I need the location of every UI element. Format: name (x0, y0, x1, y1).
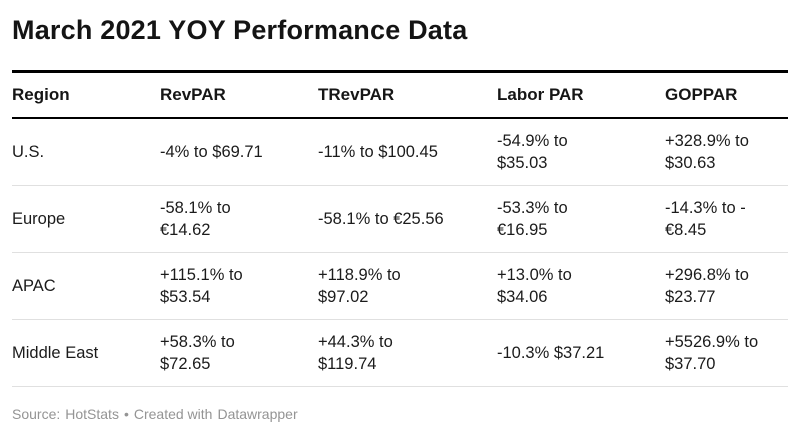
page-title: March 2021 YOY Performance Data (12, 15, 468, 45)
created-with-label: Created with (133, 406, 213, 422)
labor-par-cell: -10.3% $37.21 (497, 319, 665, 387)
table-row-apac: APAC +115.1% to $53.54 +118.9% to $97.02… (12, 252, 788, 320)
labor-par-cell: -53.3% to €16.95 (497, 185, 665, 253)
datawrapper-link[interactable]: Datawrapper (217, 406, 298, 422)
datawrapper-table-widget: March 2021 YOY Performance Data Region R… (12, 15, 788, 423)
source-label: Source: (12, 406, 61, 422)
table-header: Region RevPAR TRevPAR Labor PAR GOPPAR (12, 71, 788, 119)
region-cell: APAC (12, 252, 160, 320)
revpar-cell: -4% to $69.71 (160, 118, 318, 186)
trevpar-cell: -58.1% to €25.56 (318, 185, 497, 253)
source-link[interactable]: HotStats (65, 406, 119, 422)
column-header-trevpar: TRevPAR (318, 71, 497, 119)
goppar-cell: +5526.9% to $37.70 (665, 319, 788, 387)
revpar-cell: +58.3% to $72.65 (160, 319, 318, 387)
trevpar-cell: -11% to $100.45 (318, 118, 497, 186)
trevpar-cell: +44.3% to $119.74 (318, 319, 497, 387)
goppar-cell: +328.9% to $30.63 (665, 118, 788, 186)
region-cell: Europe (12, 185, 160, 253)
goppar-cell: +296.8% to $23.77 (665, 252, 788, 320)
performance-table: Region RevPAR TRevPAR Labor PAR GOPPAR U… (12, 70, 788, 387)
labor-par-cell: -54.9% to $35.03 (497, 118, 665, 186)
attribution-footer: Source: HotStats • Created with Datawrap… (12, 405, 788, 423)
table-row-europe: Europe -58.1% to €14.62 -58.1% to €25.56… (12, 185, 788, 253)
column-header-labor-par: Labor PAR (497, 71, 665, 119)
labor-par-cell: +13.0% to $34.06 (497, 252, 665, 320)
footer-separator: • (123, 406, 129, 422)
table-row-middle-east: Middle East +58.3% to $72.65 +44.3% to $… (12, 319, 788, 387)
table-row-us: U.S. -4% to $69.71 -11% to $100.45 -54.9… (12, 118, 788, 186)
column-header-goppar: GOPPAR (665, 71, 788, 119)
column-header-revpar: RevPAR (160, 71, 318, 119)
column-header-region: Region (12, 71, 160, 119)
header-row: Region RevPAR TRevPAR Labor PAR GOPPAR (12, 71, 788, 119)
region-cell: Middle East (12, 319, 160, 387)
revpar-cell: +115.1% to $53.54 (160, 252, 318, 320)
goppar-cell: -14.3% to - €8.45 (665, 185, 788, 253)
revpar-cell: -58.1% to €14.62 (160, 185, 318, 253)
trevpar-cell: +118.9% to $97.02 (318, 252, 497, 320)
table-body: U.S. -4% to $69.71 -11% to $100.45 -54.9… (12, 118, 788, 387)
region-cell: U.S. (12, 118, 160, 186)
